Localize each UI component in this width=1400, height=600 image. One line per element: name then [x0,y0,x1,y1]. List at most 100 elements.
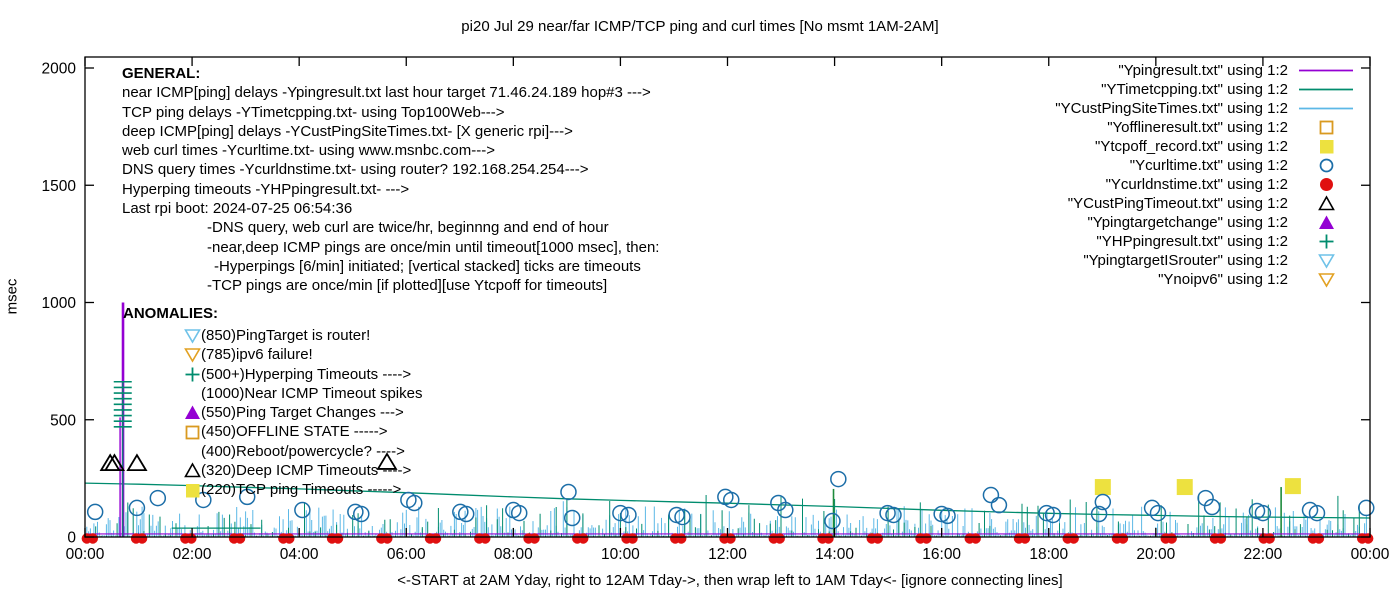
legend-label: "Yofflineresult.txt" using 1:2 [1107,118,1288,136]
legend-label: "YpingtargetISrouter" using 1:2 [1083,251,1288,269]
legend-label: "Ypingresult.txt" using 1:2 [1118,61,1288,79]
legend-item: "Ycurltime.txt" using 1:2 [1055,156,1358,175]
svg-text:500: 500 [50,412,76,429]
triangle-filled-icon [184,404,201,421]
square-open-icon [1294,119,1358,136]
no-icon [184,443,201,460]
plus-icon [184,366,201,383]
legend-item: "Ycurldnstime.txt" using 1:2 [1055,175,1358,194]
legend-item: "Yofflineresult.txt" using 1:2 [1055,118,1358,137]
general-line: -TCP pings are once/min [if plotted][use… [207,277,608,295]
svg-text:18:00: 18:00 [1029,546,1068,563]
anomaly-text: (400)Reboot/powercycle? ----> [201,442,405,460]
tri-down-open-icon [184,346,201,364]
chart-title: pi20 Jul 29 near/far ICMP/TCP ping and c… [461,18,939,35]
anomaly-item: (785)ipv6 failure! [184,345,422,364]
legend-item: "Ytcpoff_record.txt" using 1:2 [1055,137,1358,156]
circle-open-icon [1294,157,1358,174]
anomaly-item: (550)Ping Target Changes ---> [184,403,422,422]
legend-label: "YTimetcpping.txt" using 1:2 [1101,80,1288,98]
anomaly-item: (850)PingTarget is router! [184,326,422,345]
legend-label: "Ycurldnstime.txt" using 1:2 [1105,175,1288,193]
svg-text:1000: 1000 [42,295,77,312]
svg-text:2000: 2000 [42,61,77,78]
general-line: -DNS query, web curl are twice/hr, begin… [207,219,609,237]
legend-item: "YCustPingSiteTimes.txt" using 1:2 [1055,99,1358,118]
triangle-filled-icon [1294,214,1358,231]
line-icon [1294,81,1358,98]
svg-text:1500: 1500 [42,178,77,195]
no-icon [184,385,201,402]
svg-text:0: 0 [67,530,76,547]
general-line: -Hyperpings [6/min] initiated; [vertical… [214,257,641,275]
legend-item: "YCustPingTimeout.txt" using 1:2 [1055,194,1358,213]
square-filled-icon [184,482,201,499]
triangle-open-icon [1294,195,1358,212]
svg-text:20:00: 20:00 [1136,546,1175,563]
legend-item: "YHPpingresult.txt" using 1:2 [1055,232,1358,251]
legend-label: "YHPpingresult.txt" using 1:2 [1096,232,1288,250]
square-filled-icon [1294,138,1358,155]
square-open-icon [184,424,201,441]
svg-text:12:00: 12:00 [708,546,747,563]
anomalies-block: (850)PingTarget is router! (785)ipv6 fail… [184,326,422,500]
svg-text:08:00: 08:00 [494,546,533,563]
tri-down-open-icon [1294,252,1358,269]
svg-text:22:00: 22:00 [1244,546,1283,563]
anomaly-text: (850)PingTarget is router! [201,327,371,344]
general-line: DNS query times -Ycurldnstime.txt- using… [122,161,589,179]
anomaly-text: (320)Deep ICMP Timeouts ----> [201,462,412,480]
general-lines: near ICMP[ping] delays -Ypingresult.txt … [122,83,659,295]
legend: "Ypingresult.txt" using 1:2 "YTimetcpping… [1055,61,1358,289]
y-axis-label: msec [3,278,21,315]
svg-text:02:00: 02:00 [173,546,212,563]
general-line: Hyperping timeouts -YHPpingresult.txt- -… [122,180,410,198]
svg-text:06:00: 06:00 [387,546,426,563]
anomaly-text: (550)Ping Target Changes ---> [201,404,404,422]
legend-label: "Ypingtargetchange" using 1:2 [1087,213,1288,231]
legend-label: "Ytcpoff_record.txt" using 1:2 [1095,137,1288,155]
general-header: GENERAL: [122,65,201,82]
legend-item: "Ypingresult.txt" using 1:2 [1055,61,1358,80]
tri-down-open-icon [1294,271,1358,288]
anomaly-item: (450)OFFLINE STATE -----> [184,422,422,441]
legend-label: "Ycurltime.txt" using 1:2 [1129,156,1288,174]
legend-item: "YpingtargetISrouter" using 1:2 [1055,251,1358,270]
legend-label: "Ynoipv6" using 1:2 [1158,270,1288,288]
anomaly-item: (320)Deep ICMP Timeouts ----> [184,461,422,480]
svg-text:16:00: 16:00 [922,546,961,563]
general-line: web curl times -Ycurltime.txt- using www… [122,142,495,160]
svg-text:00:00: 00:00 [66,546,105,563]
anomalies-header: ANOMALIES: [123,305,218,322]
legend-item: "Ynoipv6" using 1:2 [1055,270,1358,289]
anomaly-item: (220)TCP ping Timeouts -----> [184,480,422,499]
anomaly-item: (500+)Hyperping Timeouts ----> [184,365,422,384]
svg-text:04:00: 04:00 [280,546,319,563]
line-icon [1294,100,1358,117]
anomaly-text: (785)ipv6 failure! [201,346,313,364]
anomaly-text: (500+)Hyperping Timeouts ----> [201,365,412,383]
legend-label: "YCustPingSiteTimes.txt" using 1:2 [1055,99,1288,117]
general-line: near ICMP[ping] delays -Ypingresult.txt … [122,84,651,102]
general-line: TCP ping delays -YTimetcpping.txt- using… [122,103,505,121]
svg-text:14:00: 14:00 [815,546,854,563]
plus-icon [1294,233,1358,250]
svg-text:10:00: 10:00 [601,546,640,563]
x-axis-note: <-START at 2AM Yday, right to 12AM Tday-… [397,572,1063,589]
anomaly-text: (450)OFFLINE STATE -----> [201,423,388,441]
legend-item: "YTimetcpping.txt" using 1:2 [1055,80,1358,99]
legend-item: "Ypingtargetchange" using 1:2 [1055,213,1358,232]
anomaly-text: (220)TCP ping Timeouts -----> [201,481,402,499]
legend-label: "YCustPingTimeout.txt" using 1:2 [1067,194,1288,212]
general-block: GENERAL: near ICMP[ping] delays -Ypingre… [122,64,659,296]
anomaly-item: (400)Reboot/powercycle? ----> [184,442,422,461]
general-line: Last rpi boot: 2024-07-25 06:54:36 [122,200,353,218]
anomaly-text: (1000)Near ICMP Timeout spikes [201,384,423,402]
line-icon [1294,62,1358,79]
general-line: -near,deep ICMP pings are once/min until… [207,238,660,256]
svg-text:00:00: 00:00 [1351,546,1390,563]
circle-filled-icon [1294,176,1358,193]
anomaly-item: (1000)Near ICMP Timeout spikes [184,384,422,403]
